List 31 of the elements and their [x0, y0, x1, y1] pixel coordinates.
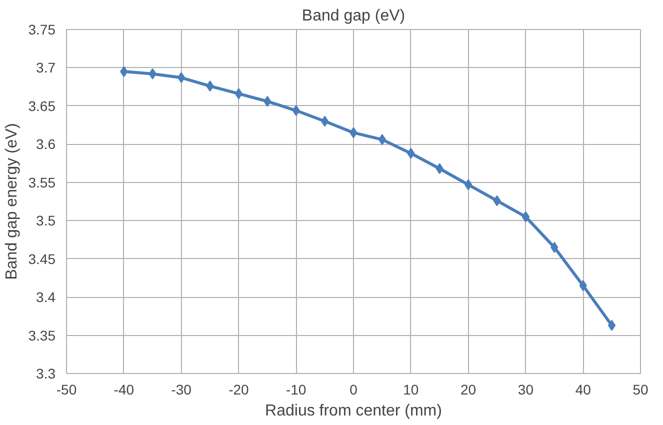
- x-tick-label: 0: [350, 382, 358, 398]
- x-tick-label: -30: [171, 382, 192, 398]
- y-tick-label: 3.5: [36, 212, 56, 229]
- point: [320, 116, 329, 127]
- point: [378, 134, 386, 146]
- y-tick-label: 3.55: [28, 174, 56, 190]
- x-tick-label: 40: [575, 382, 592, 398]
- x-tick-label: 20: [460, 382, 476, 398]
- point: [177, 72, 186, 84]
- x-tick-label: -40: [114, 382, 134, 398]
- x-axis-title: Radius from center (mm): [265, 402, 442, 420]
- y-tick-label: 3.4: [36, 289, 56, 306]
- y-tick-label: 3.65: [28, 98, 56, 114]
- x-tick-label: -50: [56, 382, 77, 398]
- x-tick-label: 10: [403, 382, 419, 398]
- x-tick-label: 30: [518, 382, 534, 398]
- y-tick-label: 3.45: [28, 250, 56, 267]
- x-tick-label: 50: [632, 382, 648, 398]
- y-tick-label: 3.75: [28, 22, 56, 38]
- y-tick-label: 3.3: [36, 366, 56, 382]
- x-tick-label: -20: [228, 382, 250, 398]
- y-tick-label: 3.7: [36, 60, 56, 76]
- y-tick-label: 3.6: [36, 136, 56, 152]
- point: [464, 179, 472, 190]
- point: [608, 320, 616, 331]
- x-tick-label: -10: [286, 382, 306, 398]
- point: [234, 88, 243, 100]
- y-tick-label: 3.35: [28, 327, 56, 344]
- chart-title: Band gap (eV): [302, 8, 406, 24]
- point: [522, 211, 530, 222]
- y-axis-title: Band gap energy (eV): [3, 123, 20, 280]
